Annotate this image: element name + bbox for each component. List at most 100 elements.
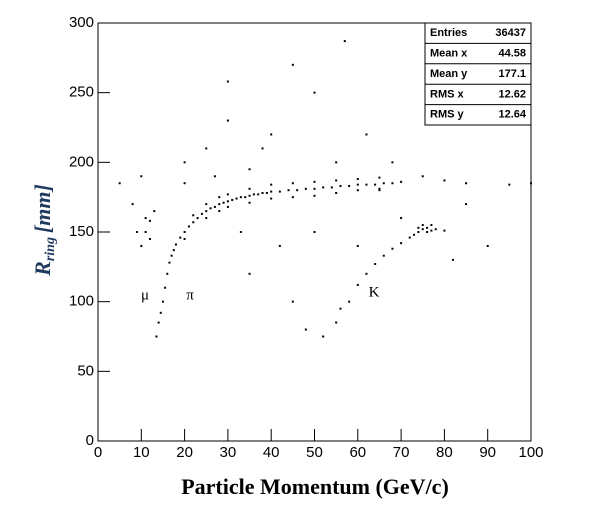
point — [265, 191, 268, 194]
point — [426, 226, 429, 229]
point — [118, 182, 121, 185]
point — [183, 231, 186, 233]
point — [378, 187, 381, 190]
point — [248, 201, 251, 204]
point — [400, 180, 403, 183]
point — [421, 175, 424, 178]
y-tick-label: 100 — [69, 293, 94, 310]
point — [205, 210, 208, 213]
point — [148, 237, 151, 240]
point — [161, 300, 164, 303]
point — [465, 203, 468, 206]
point — [408, 236, 411, 239]
point — [304, 187, 307, 190]
point — [356, 183, 359, 186]
point — [153, 210, 156, 213]
point — [378, 189, 381, 192]
point — [417, 226, 420, 229]
point — [400, 217, 403, 220]
point — [322, 186, 325, 189]
point — [356, 283, 359, 286]
point — [135, 231, 138, 233]
point — [330, 186, 333, 189]
point — [231, 198, 234, 201]
point — [296, 189, 299, 192]
point — [270, 183, 273, 186]
point — [291, 300, 294, 303]
point — [382, 182, 385, 185]
point — [322, 335, 325, 338]
point — [257, 193, 260, 196]
point — [443, 229, 446, 232]
stats-label: RMS y — [430, 109, 465, 121]
point — [170, 254, 173, 257]
x-tick-label: 0 — [94, 444, 102, 461]
y-tick-label: 200 — [69, 153, 94, 170]
point — [174, 243, 177, 246]
point — [140, 175, 143, 178]
point — [218, 196, 221, 199]
point — [226, 200, 229, 203]
point — [270, 190, 273, 193]
point — [239, 196, 242, 199]
stats-value: 36437 — [495, 27, 526, 39]
point — [382, 254, 385, 257]
point — [196, 217, 199, 220]
annotation: μ — [141, 287, 149, 303]
point — [270, 133, 273, 136]
point — [261, 147, 264, 150]
point — [343, 40, 346, 43]
point — [261, 191, 264, 194]
point — [278, 190, 281, 193]
point — [248, 194, 251, 197]
point — [183, 161, 186, 164]
point — [530, 182, 532, 185]
x-tick-label: 40 — [263, 444, 280, 461]
point — [365, 272, 368, 275]
point — [205, 217, 208, 220]
point — [374, 263, 377, 266]
point — [166, 272, 169, 275]
stats-label: Entries — [430, 27, 467, 39]
x-tick-label: 30 — [220, 444, 237, 461]
stats-label: Mean y — [430, 68, 468, 80]
point — [313, 187, 316, 190]
point — [144, 217, 147, 220]
point — [508, 183, 511, 186]
point — [413, 233, 416, 236]
point — [443, 179, 446, 182]
point — [339, 307, 342, 310]
x-tick-label: 20 — [176, 444, 193, 461]
y-label-subscript: ring — [43, 237, 58, 261]
point — [213, 175, 216, 178]
point — [391, 161, 394, 164]
point — [248, 187, 251, 190]
stats-value: 12.62 — [498, 88, 526, 100]
point — [400, 242, 403, 245]
stats-box — [424, 22, 532, 126]
point — [365, 183, 368, 186]
point — [148, 219, 151, 222]
point — [421, 224, 424, 227]
point — [218, 210, 221, 213]
point — [304, 328, 307, 331]
point — [365, 133, 368, 136]
y-tick-label: 0 — [86, 432, 94, 449]
x-tick-label: 100 — [518, 444, 543, 461]
y-label-symbol: R — [30, 261, 55, 277]
x-tick-label: 70 — [393, 444, 410, 461]
point — [144, 231, 147, 233]
y-tick-label: 250 — [69, 84, 94, 101]
point — [356, 189, 359, 192]
point — [172, 249, 175, 252]
point — [270, 197, 273, 200]
point — [226, 119, 229, 122]
stats-label: Mean x — [430, 48, 468, 60]
point — [183, 237, 186, 240]
point — [200, 212, 203, 215]
point — [239, 231, 242, 233]
y-tick-label: 300 — [69, 14, 94, 31]
point — [430, 229, 433, 232]
point — [244, 196, 247, 199]
